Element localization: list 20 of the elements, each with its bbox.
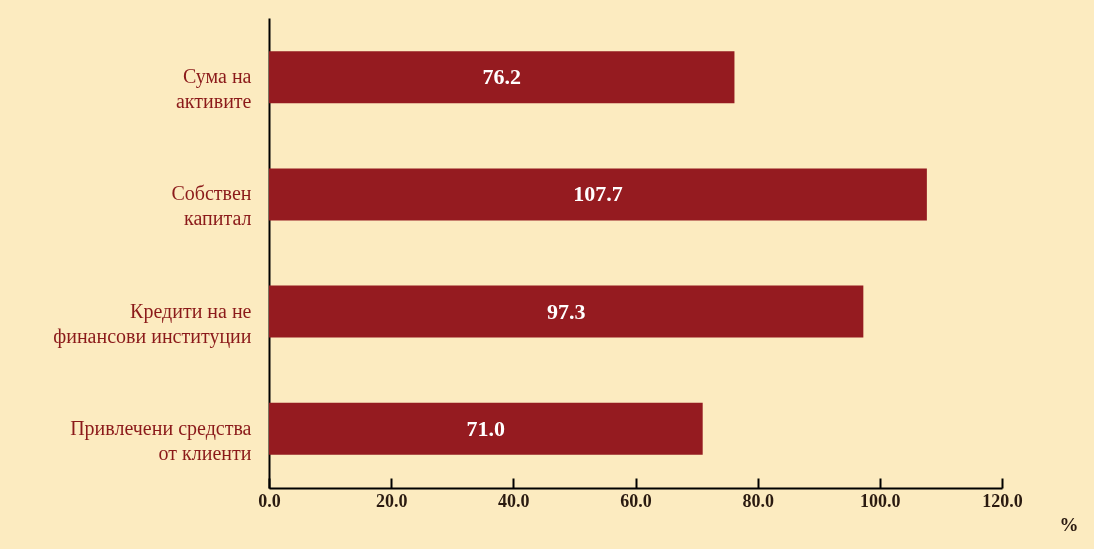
- x-tick-label: 60.0: [620, 490, 652, 511]
- y-tick-label: Кредити на не финансови институции: [53, 299, 252, 348]
- x-tick-label: 0.0: [258, 490, 281, 511]
- x-tick-label: 100.0: [860, 490, 901, 511]
- x-tick-label: 20.0: [375, 490, 408, 511]
- bar: [269, 168, 927, 221]
- data-label: 71.0: [466, 415, 506, 441]
- x-tick-label: 40.0: [498, 490, 530, 511]
- bar: [269, 285, 864, 338]
- y-tick-label: Привлечени средства от клиенти: [70, 416, 252, 464]
- data-label: 97.3: [546, 298, 586, 324]
- y-tick-label: Сума на активите: [175, 65, 252, 113]
- bar: [269, 51, 735, 104]
- x-tick-label: 120.0: [982, 490, 1023, 511]
- bar: [269, 402, 703, 455]
- y-tick-label: Собствен капитал: [171, 182, 252, 230]
- x-tick-label: 80.0: [742, 490, 774, 511]
- data-label: 76.2: [482, 64, 521, 90]
- x-axis-title: %: [1059, 513, 1079, 535]
- data-label: 107.7: [573, 181, 623, 207]
